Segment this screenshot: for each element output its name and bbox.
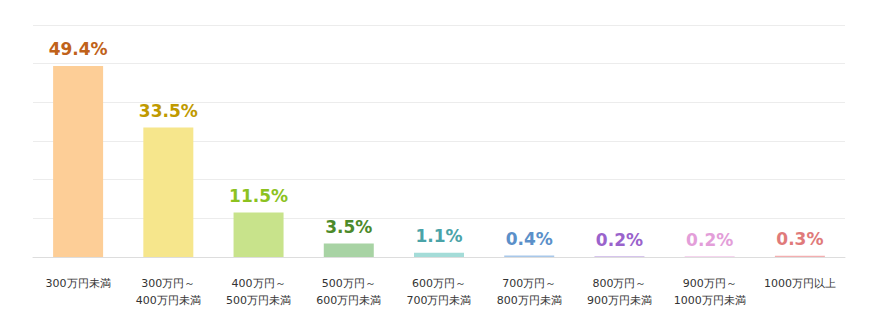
svg-text:1000万円以上: 1000万円以上 (764, 277, 836, 290)
svg-text:49.4%: 49.4% (49, 39, 108, 59)
svg-text:900万円未満: 900万円未満 (587, 294, 652, 307)
svg-text:33.5%: 33.5% (139, 101, 198, 121)
svg-text:300万円未満: 300万円未満 (46, 277, 111, 290)
svg-text:800万円～: 800万円～ (592, 277, 646, 290)
svg-text:800万円未満: 800万円未満 (497, 294, 562, 307)
svg-text:400万円～: 400万円～ (232, 277, 286, 290)
svg-text:500万円～: 500万円～ (322, 277, 376, 290)
svg-text:300万円～: 300万円～ (141, 277, 195, 290)
svg-text:400万円未満: 400万円未満 (136, 294, 201, 307)
svg-text:500万円未満: 500万円未満 (226, 294, 291, 307)
svg-text:1000万円未満: 1000万円未満 (674, 294, 746, 307)
svg-text:3.5%: 3.5% (325, 217, 372, 237)
svg-text:1.1%: 1.1% (415, 226, 462, 246)
svg-text:11.5%: 11.5% (229, 186, 288, 206)
svg-text:700万円～: 700万円～ (502, 277, 556, 290)
svg-text:900万円～: 900万円～ (683, 277, 737, 290)
svg-text:0.3%: 0.3% (776, 229, 823, 249)
svg-text:700万円未満: 700万円未満 (407, 294, 472, 307)
svg-text:600万円未満: 600万円未満 (316, 294, 381, 307)
svg-text:0.2%: 0.2% (686, 230, 733, 250)
svg-text:0.4%: 0.4% (506, 229, 553, 249)
svg-text:600万円～: 600万円～ (412, 277, 466, 290)
svg-text:0.2%: 0.2% (596, 230, 643, 250)
